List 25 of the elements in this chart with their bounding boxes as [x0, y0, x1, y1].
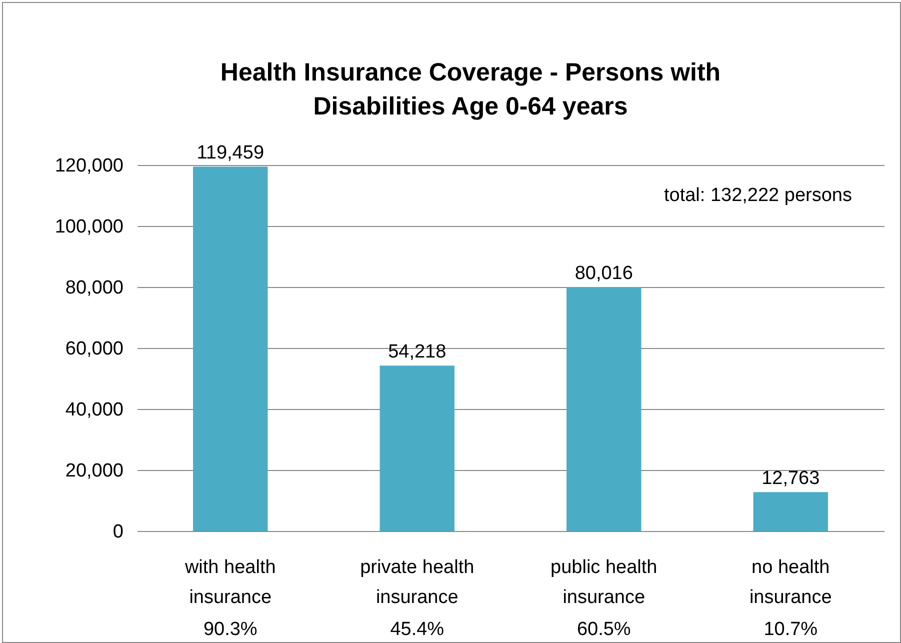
y-tick-label: 80,000 — [65, 278, 124, 298]
chart-title: Health Insurance Coverage - Persons with Disabilities Age 0-64 years — [220, 58, 721, 121]
text: 45.4% — [390, 619, 444, 640]
y-tick-label: 20,000 — [65, 460, 124, 482]
data-label: 54,218 — [388, 342, 446, 363]
bar — [753, 492, 828, 531]
bar — [193, 166, 268, 531]
y-tick-label: 40,000 — [65, 400, 124, 420]
y-tick-label: 100,000 — [54, 216, 124, 238]
category-label: no health insurance — [749, 557, 832, 608]
data-label: 119,459 — [196, 142, 264, 164]
y-tick-label: 0 — [112, 522, 124, 542]
text: 60.5% — [576, 619, 631, 640]
text: 10.7% — [764, 619, 818, 640]
y-tick-label: 60,000 — [65, 338, 124, 360]
category-label: private health insurance — [360, 557, 474, 608]
category-label: with health insurance — [184, 557, 276, 608]
text: 90.3% — [203, 619, 258, 640]
bar — [380, 366, 454, 531]
data-label: 12,763 — [762, 468, 820, 490]
annotation: total: 132,222 persons — [664, 185, 852, 206]
category-label: public health insurance — [550, 557, 658, 608]
data-label: 80,016 — [574, 262, 633, 284]
y-tick-label: 120,000 — [54, 156, 124, 176]
bar — [566, 286, 642, 531]
